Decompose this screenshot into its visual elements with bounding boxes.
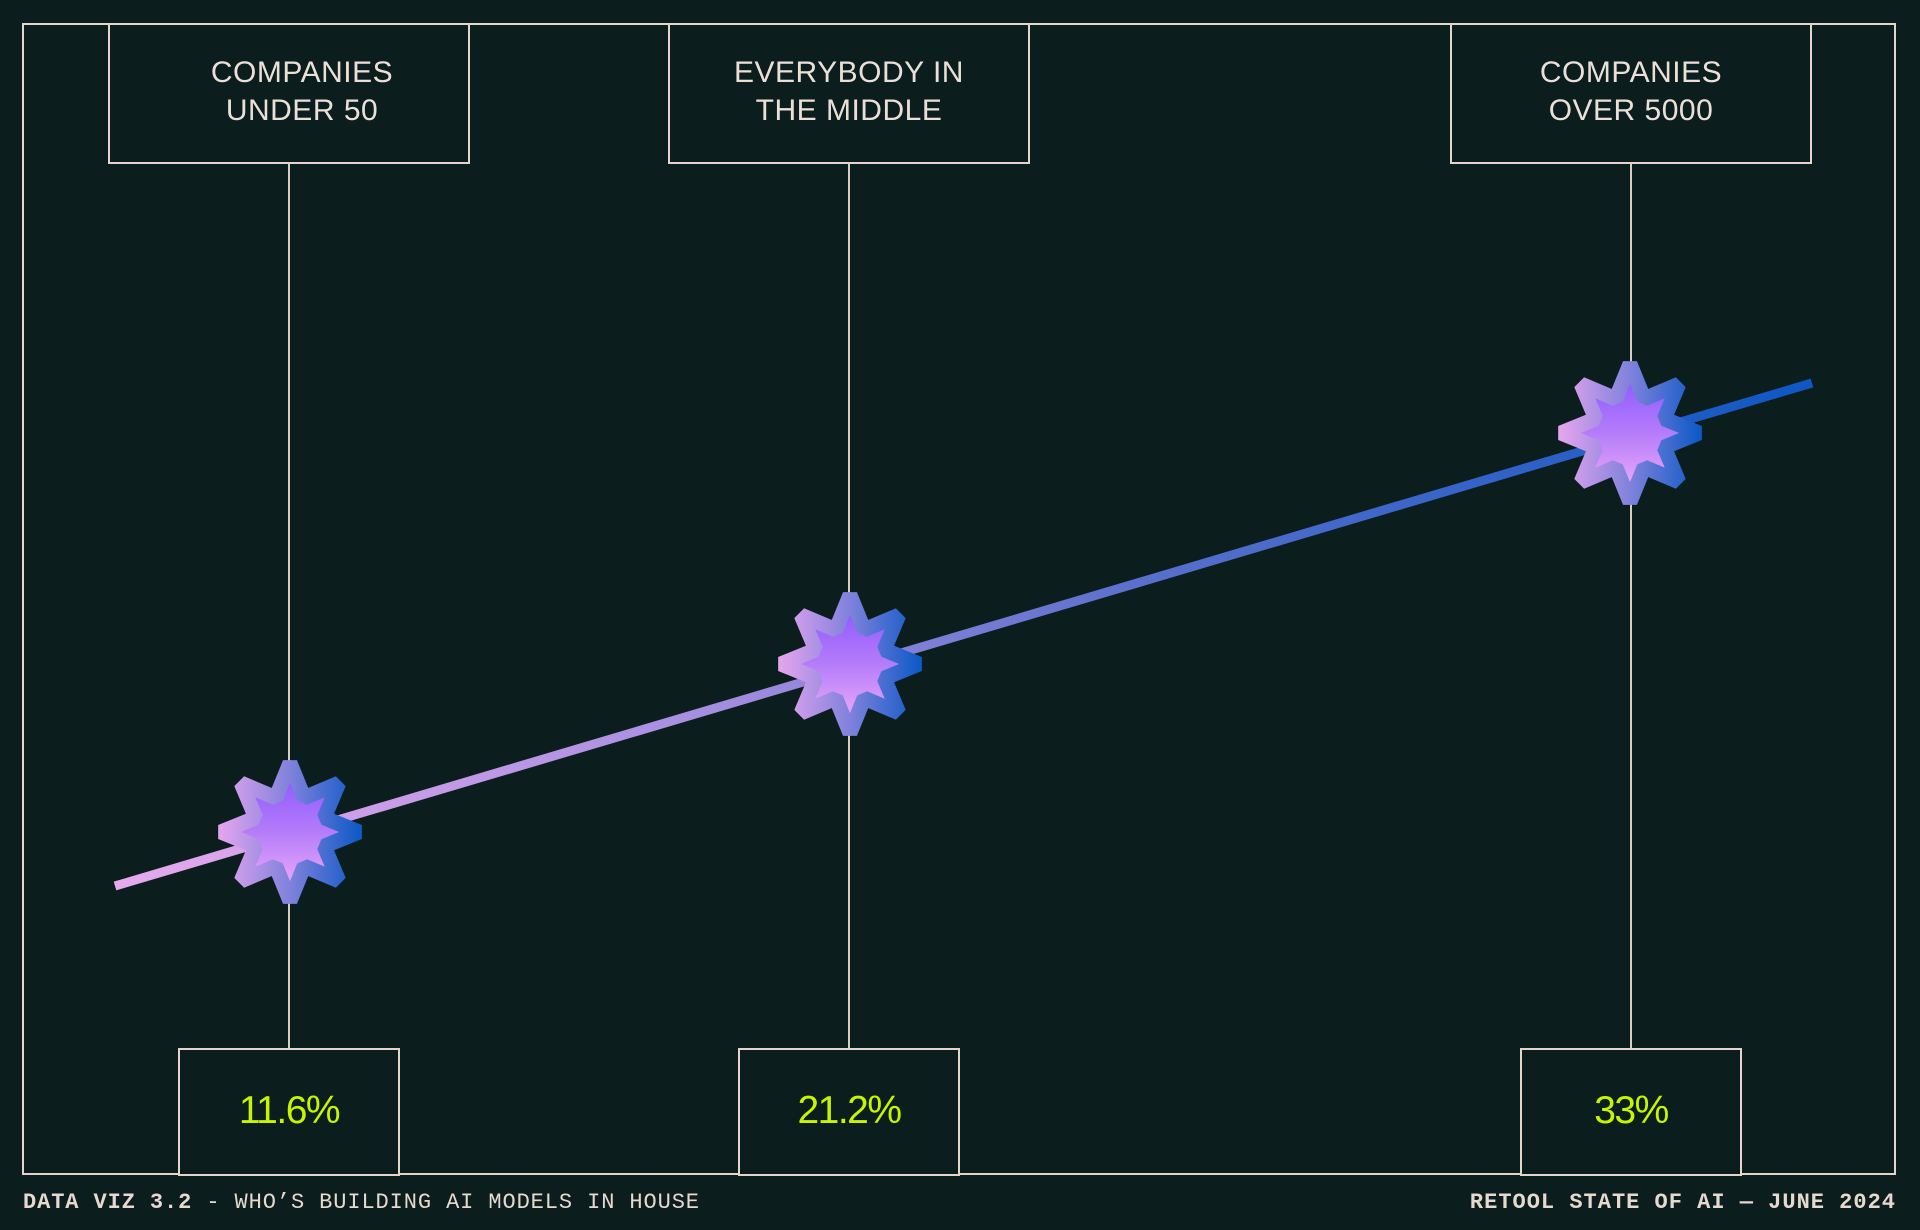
star-marker-middle [778, 592, 922, 736]
category-box-over-5000: COMPANIES OVER 5000 [1450, 23, 1812, 164]
value-box-under-50: 11.6% [178, 1048, 400, 1176]
category-label: EVERYBODY IN THE MIDDLE [734, 56, 964, 127]
trend-line [113, 378, 1814, 891]
category-label: COMPANIES OVER 5000 [1539, 56, 1723, 127]
footer-source: RETOOL STATE OF AI — JUNE 2024 [1469, 1190, 1896, 1215]
star-marker-under-50 [218, 760, 362, 904]
connector-line-under-50 [288, 163, 290, 1049]
category-label: COMPANIES UNDER 50 [210, 56, 394, 127]
footer-caption: DATA VIZ 3.2 - WHO’S BUILDING AI MODELS … [23, 1190, 700, 1215]
value-label: 11.6% [238, 1089, 341, 1132]
value-label: 21.2% [797, 1089, 902, 1132]
value-box-over-5000: 33% [1520, 1048, 1742, 1176]
figure-title: - WHO’S BUILDING AI MODELS IN HOUSE [192, 1190, 700, 1215]
value-label: 33% [1594, 1089, 1669, 1132]
figure-id: DATA VIZ 3.2 [23, 1190, 193, 1215]
category-box-middle: EVERYBODY IN THE MIDDLE [668, 23, 1030, 164]
value-box-middle: 21.2% [738, 1048, 960, 1176]
star-marker-over-5000 [1558, 361, 1702, 505]
category-box-under-50: COMPANIES UNDER 50 [108, 23, 470, 164]
connector-line-over-5000 [1630, 163, 1632, 1049]
